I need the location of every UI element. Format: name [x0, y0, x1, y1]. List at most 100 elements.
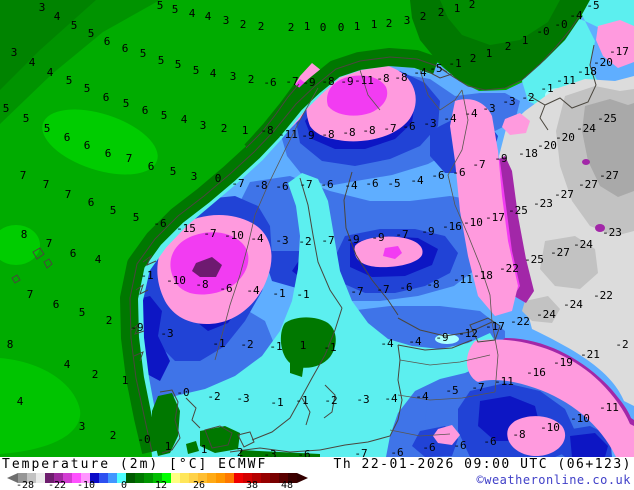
temp-label: -23	[602, 226, 622, 239]
pink-band-east	[450, 99, 518, 316]
coastline-denmark	[159, 389, 321, 454]
temp-label: -4	[464, 107, 478, 120]
temp-label: -3	[356, 393, 369, 406]
temp-label: 2	[237, 446, 244, 457]
temp-label: -1	[270, 396, 283, 409]
temp-label: -5	[586, 0, 599, 12]
temp-label: 3	[404, 14, 411, 27]
temp-label: -27	[578, 178, 598, 191]
denmark-funen-green	[186, 441, 199, 454]
color-scale-block	[45, 473, 54, 483]
temp-label: -3	[160, 327, 173, 340]
legend-bar: Temperature (2m) [°C] ECMWF Th 22-01-202…	[0, 457, 634, 490]
temp-label: -22	[510, 315, 530, 328]
color-scale-block	[171, 473, 180, 483]
temp-label: -1	[323, 341, 336, 354]
cyan-baltic	[150, 173, 498, 457]
coastline-sweden-gotland	[251, 307, 343, 441]
temp-label: 7	[27, 288, 34, 301]
temp-label: -9	[346, 233, 359, 246]
temp-label: -8	[426, 278, 439, 291]
temp-label: -6	[453, 439, 466, 452]
temp-label: -6	[390, 446, 403, 457]
color-scale-block	[225, 473, 234, 483]
temp-label: -16	[442, 220, 462, 233]
temp-label: 7	[126, 152, 133, 165]
temp-label: -8	[512, 428, 525, 441]
temp-label: -3	[482, 102, 495, 115]
temp-label: -17	[485, 320, 505, 333]
sea-darker-corner	[0, 0, 96, 90]
temp-label: 1	[522, 34, 529, 47]
temp-label: -10	[166, 274, 186, 287]
temp-label: -12	[458, 327, 478, 340]
temp-label: 4	[181, 113, 188, 126]
temp-label: -10	[463, 216, 483, 229]
temp-label: 5	[172, 3, 179, 16]
color-scale-block	[18, 473, 27, 483]
temp-label: -8	[362, 124, 375, 137]
temp-label: -2	[240, 338, 253, 351]
temp-label: -11	[599, 401, 619, 414]
temp-label: 5	[71, 19, 78, 32]
temp-label: 2	[420, 10, 427, 23]
copyright-link[interactable]: ©weatheronline.co.uk	[476, 473, 631, 487]
temp-label: -17	[609, 45, 629, 58]
temp-label: 2	[469, 0, 476, 11]
temp-label: -6	[320, 178, 333, 191]
gray-mid-blob-1	[540, 236, 598, 289]
temp-label: -3	[236, 392, 249, 405]
color-scale-block	[270, 473, 279, 483]
temp-label: -7	[354, 447, 367, 457]
color-scale-block	[36, 473, 45, 483]
german-coast-green	[240, 450, 320, 457]
temp-label: 2	[221, 122, 228, 135]
denmark-jutland-green	[152, 393, 180, 456]
temp-label: 6	[104, 35, 111, 48]
temp-label: 1	[454, 2, 461, 15]
temp-label: 5	[161, 109, 168, 122]
temp-label: 3	[39, 1, 46, 14]
color-scale-block	[234, 473, 243, 483]
temp-label: -11	[354, 74, 374, 87]
temp-label: 2	[240, 18, 247, 31]
scale-tick-label: 12	[154, 480, 168, 490]
temp-label: 2	[110, 429, 117, 442]
temp-label: -15	[176, 222, 196, 235]
temp-label: 3	[223, 14, 230, 27]
barents-sea-lighter	[440, 0, 560, 45]
color-scale-block	[99, 473, 108, 483]
temp-label: 4	[95, 253, 102, 266]
color-scale-block	[81, 473, 90, 483]
temp-label: -7	[350, 285, 363, 298]
color-scale-block	[189, 473, 198, 483]
temp-label: -6	[297, 448, 310, 457]
temp-label: -8	[376, 72, 389, 85]
temp-label: -24	[536, 308, 556, 321]
temp-label: 1	[122, 374, 129, 387]
temp-label: -27	[554, 188, 574, 201]
color-scale-block	[135, 473, 144, 483]
temp-label: -4	[410, 174, 424, 187]
color-scale-block	[162, 473, 171, 483]
sea-bright-southwest	[0, 358, 81, 454]
temp-label: -3	[275, 234, 288, 247]
temp-label: 7	[65, 188, 72, 201]
darkpurple-core-south-norway	[192, 257, 222, 277]
temp-label: -5	[429, 62, 442, 75]
temp-label: -9	[301, 129, 314, 142]
scale-arrow-right	[297, 473, 308, 483]
temp-label: 5	[193, 64, 200, 77]
temp-label: -1	[269, 340, 282, 353]
temp-label: 3	[191, 170, 198, 183]
temp-label: 3	[230, 70, 237, 83]
temp-label: 5	[3, 102, 10, 115]
temp-label: -4	[250, 232, 264, 245]
temp-label: 6	[122, 42, 129, 55]
sea-bright-patch-2	[0, 225, 40, 265]
coastline-kola-whitesea	[527, 44, 597, 131]
temp-label: -2	[207, 390, 220, 403]
temp-label: -7	[203, 227, 216, 240]
